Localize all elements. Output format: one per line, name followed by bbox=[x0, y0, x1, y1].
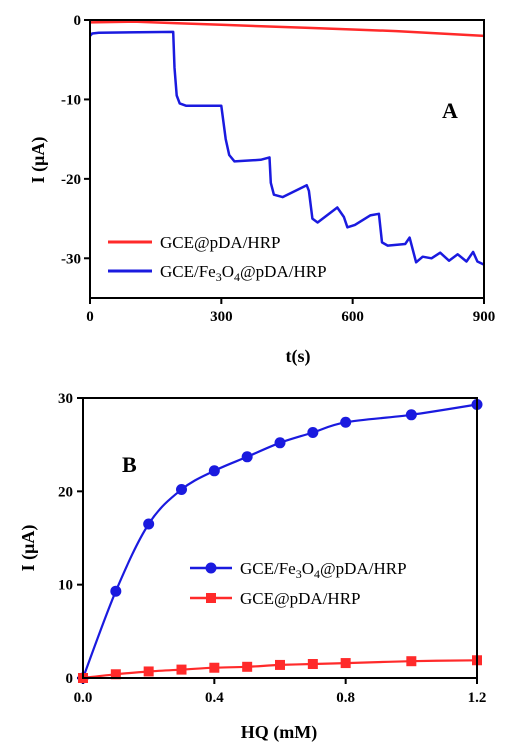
data-point-gce-pda-hrp bbox=[340, 658, 351, 669]
panel-a-xtick-label: 300 bbox=[210, 309, 233, 325]
data-point-gce-pda-hrp bbox=[307, 659, 318, 669]
data-point-gce-fe3o4-pda-hrp bbox=[143, 518, 155, 530]
panel-b-ytick-label: 0 bbox=[66, 671, 74, 687]
data-point-gce-pda-hrp bbox=[406, 656, 417, 667]
legend-b-blue-post: @pDA/HRP bbox=[320, 559, 407, 578]
legend-b-blue-mid: O bbox=[302, 559, 314, 578]
legend-b-blue-sub2: 4 bbox=[314, 567, 320, 581]
data-point-gce-pda-hrp bbox=[110, 669, 121, 680]
legend-a-blue-post: @pDA/HRP bbox=[240, 262, 327, 281]
data-point-gce-pda-hrp bbox=[209, 662, 220, 673]
data-point-gce-fe3o4-pda-hrp bbox=[405, 409, 417, 421]
legend-b-blue-label: GCE/Fe3O4@pDA/HRP bbox=[240, 559, 407, 581]
panel-a-ticks: 0 300 600 900 0 -10 -20 -30 bbox=[61, 13, 495, 325]
panel-a-axes bbox=[89, 19, 485, 299]
legend-b-red-label: GCE@pDA/HRP bbox=[240, 589, 361, 608]
panel-b-ytick-label: 20 bbox=[58, 484, 73, 500]
panel-b-ylabel: I (μA) bbox=[18, 525, 39, 572]
panel-a-ytick-label: -10 bbox=[61, 92, 81, 108]
data-point-gce-pda-hrp bbox=[176, 664, 187, 675]
panel-a-legend: GCE@pDA/HRP GCE/Fe3O4@pDA/HRP bbox=[108, 233, 327, 284]
chart-panel-a: A 0 300 600 900 0 -10 -20 -30 t(s) I (μA) GCE@p… bbox=[28, 13, 495, 367]
panel-label-a: A bbox=[442, 98, 458, 123]
panel-b-ytick-label: 10 bbox=[58, 578, 73, 594]
panel-b-ytick-label: 30 bbox=[58, 391, 73, 407]
panel-a-xtick-label: 900 bbox=[473, 309, 496, 325]
panel-b-xlabel: HQ (mM) bbox=[241, 722, 317, 743]
panel-b-frame bbox=[82, 397, 478, 679]
legend-a-blue-mid: O bbox=[222, 262, 234, 281]
legend-b-blue-pre: GCE/Fe bbox=[240, 559, 296, 578]
legend-a-blue-pre: GCE/Fe bbox=[160, 262, 216, 281]
legend-b-blue-sub1: 3 bbox=[296, 567, 302, 581]
panel-a-ylabel: I (μA) bbox=[28, 137, 49, 184]
panel-a-xtick-label: 600 bbox=[341, 309, 364, 325]
panel-b-ylabel-post: A) bbox=[18, 525, 39, 544]
panel-a-frame bbox=[89, 19, 485, 299]
data-point-gce-fe3o4-pda-hrp bbox=[307, 427, 319, 439]
panel-a-ylabel-mu: μ bbox=[28, 156, 48, 166]
panel-b-xtick-label: 1.2 bbox=[468, 690, 487, 706]
legend-a-blue-sub1: 3 bbox=[216, 270, 222, 284]
panel-b-ticks: 0.0 0.4 0.8 1.2 0 10 20 30 bbox=[58, 391, 486, 706]
data-point-gce-fe3o4-pda-hrp bbox=[340, 416, 352, 428]
panel-b-xtick-label: 0.8 bbox=[336, 690, 355, 706]
panel-b-ylabel-pre: I ( bbox=[18, 554, 39, 572]
series-line-gce-pda-hrp bbox=[89, 20, 485, 38]
panel-a-xtick-label: 0 bbox=[86, 309, 94, 325]
panel-a-xlabel: t(s) bbox=[286, 346, 311, 367]
series-line-gce-fe3o4-pda-hrp bbox=[89, 30, 485, 266]
panel-a-ylabel-post: A) bbox=[28, 137, 49, 156]
panel-a-series bbox=[89, 20, 485, 266]
legend-a-red-label: GCE@pDA/HRP bbox=[160, 233, 281, 252]
panel-a-ylabel-pre: I ( bbox=[28, 166, 49, 184]
panel-b-series bbox=[77, 399, 483, 684]
data-point-gce-pda-hrp bbox=[275, 659, 285, 670]
panel-b-xtick-label: 0.4 bbox=[205, 690, 224, 706]
data-point-gce-fe3o4-pda-hrp bbox=[110, 585, 122, 597]
data-point-gce-fe3o4-pda-hrp bbox=[274, 437, 286, 449]
panel-b-xtick-label: 0.0 bbox=[74, 690, 93, 706]
legend-b-red-marker bbox=[206, 593, 216, 603]
legend-a-blue-label: GCE/Fe3O4@pDA/HRP bbox=[160, 262, 327, 284]
panel-b-legend: GCE/Fe3O4@pDA/HRP GCE@pDA/HRP bbox=[190, 559, 407, 608]
legend-a-blue-sub2: 4 bbox=[234, 270, 240, 284]
chart-panel-b: B 0.0 0.4 0.8 1.2 0 10 20 30 HQ (mM) I (μA) GCE… bbox=[18, 391, 486, 743]
panel-a-ytick-label: -30 bbox=[61, 251, 81, 267]
legend-b-blue-marker bbox=[205, 562, 217, 574]
panel-a-ytick-label: -20 bbox=[61, 172, 81, 188]
panel-b-ylabel-mu: μ bbox=[18, 544, 38, 554]
data-point-gce-fe3o4-pda-hrp bbox=[208, 465, 220, 477]
panel-b-axes bbox=[82, 397, 478, 679]
data-point-gce-pda-hrp bbox=[242, 661, 253, 672]
data-point-gce-pda-hrp bbox=[143, 666, 154, 677]
panel-a-ytick-label: 0 bbox=[74, 13, 82, 29]
data-point-gce-fe3o4-pda-hrp bbox=[176, 483, 187, 495]
panel-label-b: B bbox=[122, 452, 137, 477]
data-point-gce-fe3o4-pda-hrp bbox=[241, 451, 253, 463]
